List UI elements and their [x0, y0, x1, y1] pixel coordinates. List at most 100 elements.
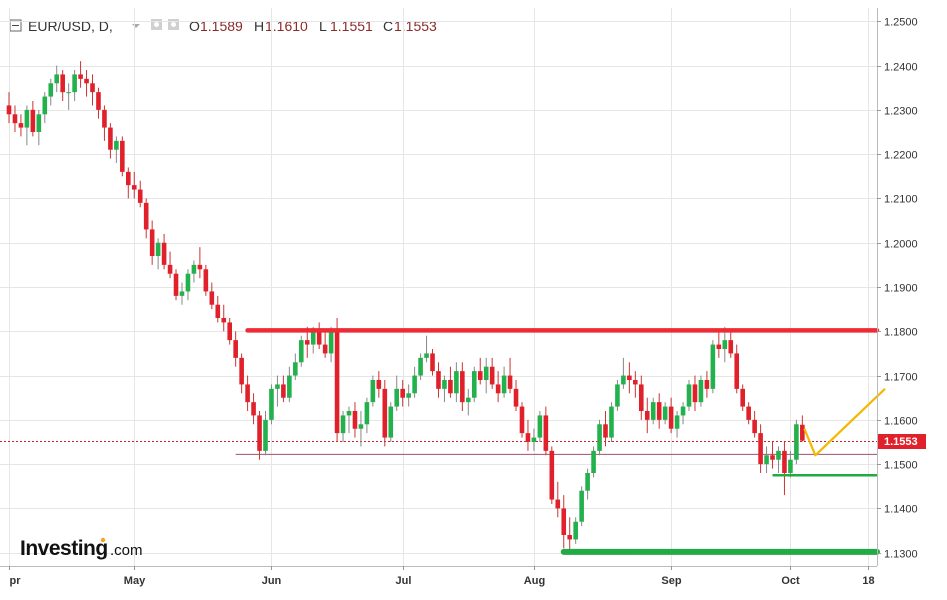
candle-up	[537, 415, 543, 438]
candle-down	[782, 450, 787, 473]
candle-down	[334, 331, 340, 434]
candle-down	[382, 388, 388, 438]
candle-down	[668, 406, 674, 429]
candle-down	[221, 318, 227, 323]
candle-up	[287, 375, 292, 398]
candle-down	[758, 433, 763, 465]
candle-down	[84, 78, 89, 84]
candle-up	[424, 353, 429, 358]
candle-down	[728, 340, 734, 354]
low-value: 1.1551	[330, 18, 373, 34]
time-axis[interactable]: pr May Jun Jul Aug Sep Oct 18	[9, 566, 875, 587]
candle-up	[483, 366, 489, 380]
candle-up	[573, 521, 578, 540]
candle-up	[764, 455, 769, 465]
candle-down	[567, 535, 573, 540]
candle-down	[436, 371, 441, 389]
candle-up	[609, 406, 614, 438]
candle-down	[108, 127, 113, 150]
candle-down	[561, 508, 567, 535]
candle-up	[597, 424, 602, 451]
x-tick-label: 18	[862, 575, 874, 587]
candle-up	[722, 340, 728, 349]
candle-up	[698, 380, 704, 403]
y-tick-label: 1.1300	[884, 549, 918, 561]
candle-down	[90, 83, 95, 93]
candle-down	[167, 264, 173, 274]
candle-down	[734, 353, 740, 389]
candles	[6, 61, 805, 553]
candle-down	[149, 229, 155, 256]
candle-down	[477, 371, 483, 380]
open-value: 1.1589	[200, 18, 243, 34]
candle-down	[525, 433, 531, 442]
candle-down	[12, 114, 18, 124]
candle-down	[227, 322, 233, 341]
candle-up	[185, 273, 191, 292]
candle-down	[489, 366, 495, 385]
candle-up	[710, 344, 716, 389]
candle-down	[245, 384, 250, 403]
open-label: O	[189, 18, 200, 34]
candle-up	[310, 331, 316, 345]
gear-icon[interactable]	[168, 19, 179, 30]
candle-down	[120, 140, 125, 172]
investing-logo: Investing .com	[20, 537, 143, 560]
candle-down	[209, 291, 215, 305]
candle-up	[794, 424, 799, 460]
candle-down	[215, 304, 221, 318]
candle-down	[30, 109, 36, 132]
y-tick-label: 1.1400	[884, 504, 918, 516]
candle-up	[263, 419, 268, 451]
candle-up	[293, 362, 298, 376]
candle-down	[281, 384, 286, 398]
candle-down	[555, 499, 561, 509]
candle-up	[54, 74, 60, 84]
candle-down	[519, 406, 525, 434]
candle-down	[203, 269, 209, 292]
candle-up	[615, 384, 620, 407]
level-lines	[0, 441, 877, 455]
candle-down	[800, 424, 805, 441]
settings-icon[interactable]	[151, 19, 162, 30]
projection-path	[803, 388, 886, 457]
candle-down	[173, 273, 179, 296]
candle-down	[507, 375, 513, 389]
candle-up	[686, 384, 692, 407]
price-axis[interactable]: 1.2500 1.2400 1.2300 1.2200 1.2100 1.2000 1.19…	[877, 17, 918, 561]
candle-down	[60, 74, 65, 93]
x-tick-label: Oct	[781, 575, 800, 587]
candle-up	[454, 371, 459, 394]
candle-down	[692, 384, 698, 403]
logo-suffix: .com	[110, 542, 143, 559]
y-tick-label: 1.1800	[884, 327, 918, 339]
candle-down	[96, 92, 101, 110]
x-tick-label: pr	[10, 575, 22, 587]
candle-up	[412, 375, 417, 394]
candle-up	[42, 96, 48, 115]
candle-up	[662, 406, 668, 420]
candle-down	[376, 380, 382, 389]
candle-down	[495, 384, 501, 394]
candle-up	[418, 357, 423, 376]
candle-up	[585, 473, 590, 491]
x-tick-label: Aug	[524, 575, 545, 587]
candle-up	[674, 415, 680, 429]
candle-up	[650, 402, 656, 420]
candle-up	[370, 380, 376, 403]
candle-down	[400, 388, 405, 398]
candle-down	[633, 380, 638, 385]
candle-up	[36, 114, 42, 132]
x-tick-label: Sep	[661, 575, 681, 587]
candle-down	[6, 105, 12, 115]
x-tick-label: Jun	[262, 575, 282, 587]
close-label: C	[383, 18, 393, 34]
candle-down	[770, 455, 775, 460]
candle-down	[233, 340, 238, 358]
candle-up	[394, 388, 400, 407]
candle-down	[740, 388, 745, 407]
candle-up	[72, 74, 77, 93]
candle-down	[143, 202, 149, 230]
